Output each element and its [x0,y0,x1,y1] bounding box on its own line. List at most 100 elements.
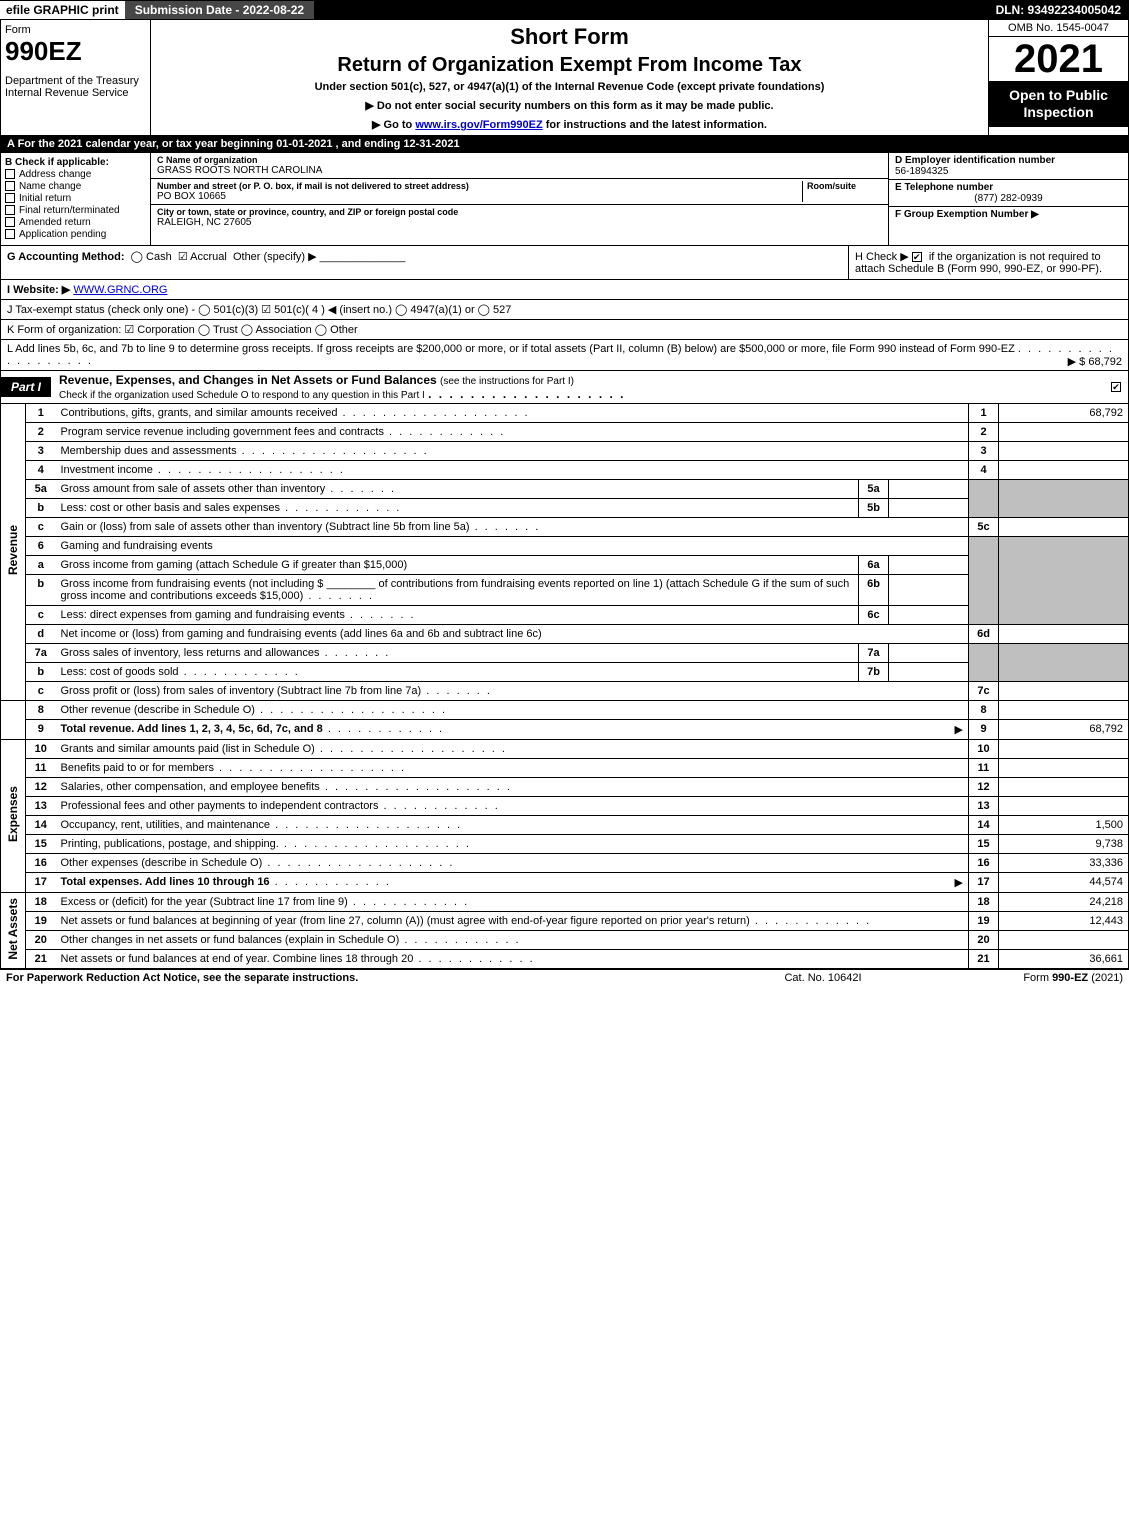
footer-right: Form 990-EZ (2021) [923,972,1123,984]
city: RALEIGH, NC 27605 [157,217,882,228]
line-6c-box: 6c [859,606,889,625]
line-5c-amt [999,518,1129,537]
row-l: L Add lines 5b, 6c, and 7b to line 9 to … [0,340,1129,371]
street-label: Number and street (or P. O. box, if mail… [157,181,802,191]
ein: 56-1894325 [895,166,1122,177]
part-i-subtitle: (see the instructions for Part I) [440,376,574,387]
line-7c-amt [999,682,1129,701]
shade-6 [969,537,999,625]
netassets-side: Net Assets [1,893,26,969]
line-14-num: 14 [969,816,999,835]
line-11-no: 11 [26,759,56,778]
line-2-amt [999,423,1129,442]
part-i-header: Part I Revenue, Expenses, and Changes in… [0,371,1129,404]
g-cash: Cash [146,251,172,263]
line-8-no: 8 [26,701,56,720]
g-other: Other (specify) ▶ [233,251,317,263]
line-1-num: 1 [969,404,999,423]
line-5b-no: b [26,499,56,518]
line-15-num: 15 [969,835,999,854]
line-6-desc: Gaming and fundraising events [56,537,969,556]
check-address-change[interactable]: Address change [5,169,146,180]
line-12-desc: Salaries, other compensation, and employ… [56,778,969,797]
org-name-label: C Name of organization [157,155,882,165]
part-i-tag: Part I [1,377,51,397]
line-19-amt: 12,443 [999,912,1129,931]
line-6b-box: 6b [859,575,889,606]
goto-line: ▶ Go to www.irs.gov/Form990EZ for instru… [155,118,984,131]
phone-label: E Telephone number [895,182,1122,193]
line-3-num: 3 [969,442,999,461]
irs-label: Internal Revenue Service [5,87,146,99]
g-label: G Accounting Method: [7,251,125,263]
h-check: H Check ▶ [855,251,909,263]
line-10-num: 10 [969,740,999,759]
line-20-num: 20 [969,931,999,950]
line-19-no: 19 [26,912,56,931]
line-3-desc: Membership dues and assessments [56,442,969,461]
line-7b-no: b [26,663,56,682]
subtitle: Under section 501(c), 527, or 4947(a)(1)… [155,81,984,93]
col-b: B Check if applicable: Address change Na… [1,153,151,245]
line-7b-box: 7b [859,663,889,682]
line-1-desc: Contributions, gifts, grants, and simila… [56,404,969,423]
line-7c-no: c [26,682,56,701]
line-9-desc: Total revenue. Add lines 1, 2, 3, 4, 5c,… [56,720,969,740]
row-j-tax-exempt: J Tax-exempt status (check only one) - ◯… [0,300,1129,320]
row-i-website: I Website: ▶ WWW.GRNC.ORG [0,280,1129,300]
line-19-desc: Net assets or fund balances at beginning… [56,912,969,931]
line-6c-val [889,606,969,625]
line-12-num: 12 [969,778,999,797]
ein-cell: D Employer identification number 56-1894… [889,153,1128,180]
website-link[interactable]: WWW.GRNC.ORG [73,284,167,296]
line-17-no: 17 [26,873,56,893]
shade-5 [969,480,999,518]
check-initial-return[interactable]: Initial return [5,193,146,204]
line-4-amt [999,461,1129,480]
line-5b-desc: Less: cost or other basis and sales expe… [56,499,859,518]
line-9-no: 9 [26,720,56,740]
check-final-return[interactable]: Final return/terminated [5,205,146,216]
line-15-no: 15 [26,835,56,854]
line-19-num: 19 [969,912,999,931]
line-15-amt: 9,738 [999,835,1129,854]
line-6d-amt [999,625,1129,644]
header-center: Short Form Return of Organization Exempt… [151,20,988,135]
line-6b-no: b [26,575,56,606]
line-6d-num: 6d [969,625,999,644]
h-checkbox[interactable] [912,252,922,262]
goto-post: for instructions and the latest informat… [543,119,767,131]
check-name-change[interactable]: Name change [5,181,146,192]
line-6-no: 6 [26,537,56,556]
tax-year: 2021 [989,37,1128,81]
main-title: Return of Organization Exempt From Incom… [155,54,984,77]
line-6a-box: 6a [859,556,889,575]
line-18-num: 18 [969,893,999,912]
line-5a-box: 5a [859,480,889,499]
check-application-pending[interactable]: Application pending [5,229,146,240]
part-i-checkbox[interactable] [1111,382,1121,392]
line-15-desc: Printing, publications, postage, and shi… [56,835,969,854]
line-5a-val [889,480,969,499]
line-9-num: 9 [969,720,999,740]
phone-cell: E Telephone number (877) 282-0939 [889,180,1128,207]
check-amended-return[interactable]: Amended return [5,217,146,228]
line-6a-val [889,556,969,575]
street: PO BOX 10665 [157,191,802,202]
line-7a-desc: Gross sales of inventory, less returns a… [56,644,859,663]
row-l-amount: ▶ $ 68,792 [1068,355,1122,368]
line-16-amt: 33,336 [999,854,1129,873]
line-13-desc: Professional fees and other payments to … [56,797,969,816]
section-bcd: B Check if applicable: Address change Na… [0,153,1129,246]
form-header: Form 990EZ Department of the Treasury In… [0,20,1129,136]
goto-link[interactable]: www.irs.gov/Form990EZ [415,119,542,131]
line-6c-desc: Less: direct expenses from gaming and fu… [56,606,859,625]
line-10-desc: Grants and similar amounts paid (list in… [56,740,969,759]
line-17-desc: Total expenses. Add lines 10 through 16 … [56,873,969,893]
line-5c-num: 5c [969,518,999,537]
header-left: Form 990EZ Department of the Treasury In… [1,20,151,135]
omb-no: OMB No. 1545-0047 [989,20,1128,37]
line-3-no: 3 [26,442,56,461]
line-2-num: 2 [969,423,999,442]
part-i-table: Revenue 1 Contributions, gifts, grants, … [0,404,1129,969]
